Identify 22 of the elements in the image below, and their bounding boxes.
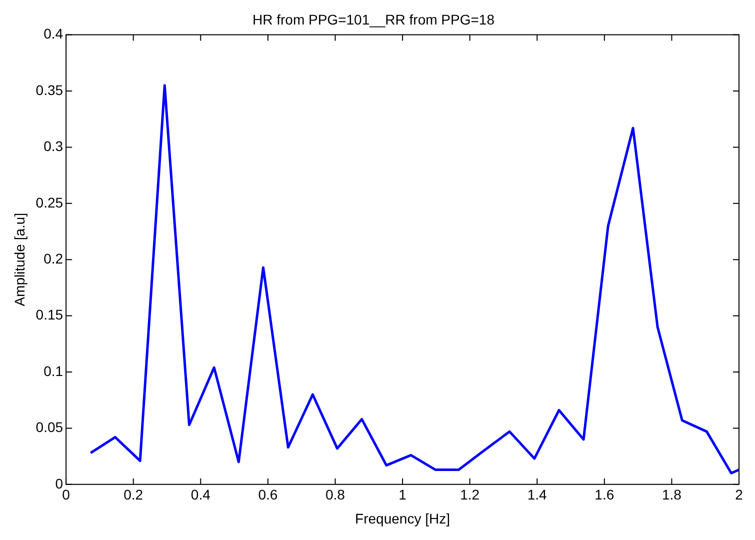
x-tick-label: 2 <box>735 486 744 503</box>
x-axis-title: Frequency [Hz] <box>355 510 450 526</box>
x-tick-label: 0.4 <box>190 486 211 503</box>
y-tick-label: 0 <box>55 475 64 492</box>
y-tick-label: 0.1 <box>44 362 64 379</box>
x-tick-label: 1.4 <box>527 486 548 503</box>
y-tick-label: 0.15 <box>36 306 64 323</box>
chart-title: HR from PPG=101__RR from PPG=18 <box>252 11 495 28</box>
y-tick-label: 0.4 <box>44 26 64 42</box>
y-tick-label: 0.35 <box>36 82 64 98</box>
x-tick-label: 0.6 <box>258 486 278 503</box>
y-axis-title: Amplitude [a.u] <box>11 212 28 306</box>
y-tick-label: 0.2 <box>44 250 64 266</box>
y-tick-label: 0.25 <box>36 194 64 210</box>
x-tick-label: 1.8 <box>662 486 682 503</box>
y-tick-label: 0.05 <box>36 419 64 436</box>
x-tick-label: 1 <box>398 486 407 503</box>
x-tick-label: 0.8 <box>325 486 346 503</box>
x-tick-label: 0.2 <box>124 486 144 503</box>
y-tick-label: 0.3 <box>44 138 64 154</box>
x-tick-label: 1.6 <box>594 486 614 503</box>
x-tick-label: 1.2 <box>460 486 480 503</box>
